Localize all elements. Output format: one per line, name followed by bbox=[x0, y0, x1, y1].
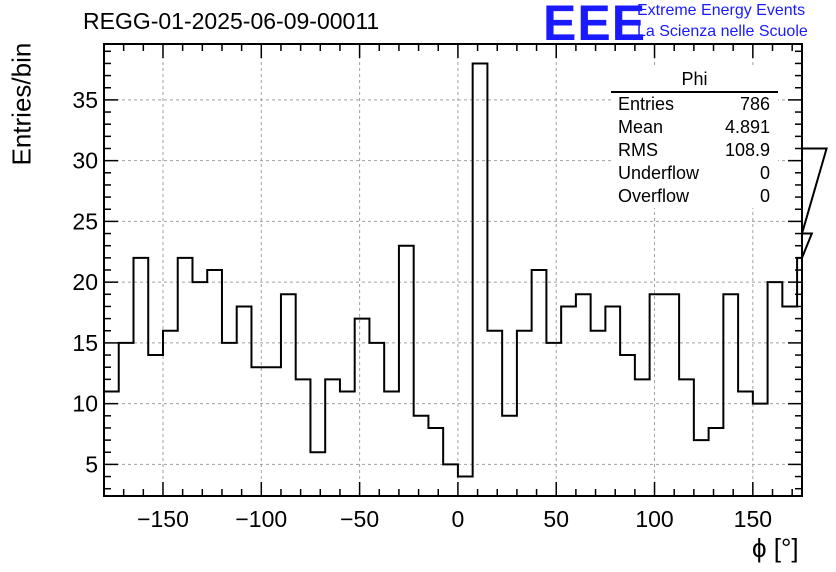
x-tick-label: −150 bbox=[137, 506, 189, 532]
x-tick-label: 50 bbox=[543, 506, 569, 532]
logo-tagline-2: La Scienza nelle Scuole bbox=[637, 23, 808, 40]
histogram-bin bbox=[428, 428, 443, 496]
stats-value: 786 bbox=[739, 94, 770, 114]
histogram-bin bbox=[355, 319, 370, 496]
histogram-bin bbox=[133, 258, 148, 496]
histogram-bin bbox=[325, 379, 340, 496]
stats-label: RMS bbox=[618, 140, 658, 160]
histogram-bin bbox=[104, 392, 119, 496]
histogram-bin bbox=[178, 258, 193, 496]
histogram-bin bbox=[605, 306, 620, 496]
histogram-bin bbox=[709, 428, 724, 496]
histogram-bin bbox=[310, 452, 325, 496]
y-tick-label: 15 bbox=[72, 330, 98, 356]
histogram-bin bbox=[119, 343, 134, 496]
histogram-bin bbox=[340, 392, 355, 496]
histogram-bin bbox=[753, 404, 768, 496]
stats-row-entries: Entries 786 bbox=[611, 93, 778, 116]
histogram-bin bbox=[399, 246, 414, 496]
histogram-bin bbox=[768, 282, 783, 496]
stats-row-overflow: Overflow 0 bbox=[611, 185, 778, 208]
y-tick-label: 35 bbox=[72, 87, 98, 113]
stats-label: Underflow bbox=[618, 163, 700, 183]
histogram-outline bbox=[104, 62, 828, 478]
x-tick-label: 0 bbox=[452, 506, 465, 532]
stats-label: Overflow bbox=[618, 186, 690, 206]
stats-title: Phi bbox=[611, 68, 778, 93]
histogram-bin bbox=[664, 294, 679, 496]
histogram-bin bbox=[487, 331, 502, 496]
histogram-bin bbox=[620, 355, 635, 496]
eee-logo: EEE bbox=[543, 0, 647, 51]
stats-value: 108.9 bbox=[724, 140, 770, 160]
histogram-bin bbox=[148, 355, 163, 496]
histogram-bin bbox=[369, 343, 384, 496]
stats-box: Phi Entries 786 Mean 4.891 RMS 108.9 Und… bbox=[611, 68, 778, 208]
histogram-bin bbox=[679, 379, 694, 496]
logo-tagline-1: Extreme Energy Events bbox=[637, 2, 806, 19]
histogram-bin bbox=[281, 294, 296, 496]
histogram-bin bbox=[222, 343, 237, 496]
histogram-bin bbox=[207, 270, 222, 496]
histogram-bin bbox=[561, 306, 576, 496]
x-tick-label: −100 bbox=[235, 506, 287, 532]
stats-label: Mean bbox=[618, 117, 664, 137]
histogram-bin bbox=[237, 306, 252, 496]
y-tick-label: 20 bbox=[72, 269, 98, 295]
stats-value: 0 bbox=[759, 186, 770, 206]
stats-value: 0 bbox=[759, 163, 770, 183]
histogram-bin bbox=[414, 416, 429, 496]
x-tick-label: −50 bbox=[340, 506, 379, 532]
histogram-bin bbox=[502, 416, 517, 496]
histogram-bin bbox=[532, 270, 547, 496]
histogram-bin bbox=[296, 379, 311, 496]
x-tick-label: 100 bbox=[635, 506, 673, 532]
histogram-bin bbox=[635, 379, 650, 496]
stats-row-rms: RMS 108.9 bbox=[611, 139, 778, 162]
x-tick-label: 150 bbox=[734, 506, 772, 532]
histogram-bin bbox=[473, 63, 488, 496]
x-axis-label: ϕ [°] bbox=[752, 533, 799, 563]
chart-title: REGG-01-2025-06-09-00011 bbox=[83, 8, 380, 34]
histogram-bin bbox=[266, 367, 281, 496]
histogram-bin bbox=[251, 367, 266, 496]
y-axis-label: Entries/bin bbox=[6, 42, 37, 166]
histogram-bin bbox=[782, 306, 797, 496]
y-tick-label: 5 bbox=[85, 451, 98, 477]
histogram-bin bbox=[591, 331, 606, 496]
histogram-bin bbox=[192, 282, 207, 496]
y-tick-label: 30 bbox=[72, 148, 98, 174]
histogram-bin bbox=[576, 294, 591, 496]
histogram-bin bbox=[546, 343, 561, 496]
stats-value: 4.891 bbox=[724, 117, 770, 137]
histogram-bin bbox=[163, 331, 178, 496]
y-tick-label: 25 bbox=[72, 208, 98, 234]
y-tick-label: 10 bbox=[72, 391, 98, 417]
histogram-bin bbox=[517, 331, 532, 496]
histogram-bin bbox=[458, 477, 473, 496]
stats-row-mean: Mean 4.891 bbox=[611, 116, 778, 139]
histogram-bin bbox=[694, 440, 709, 496]
histogram-bin bbox=[443, 464, 458, 496]
histogram-bin bbox=[723, 294, 738, 496]
stats-label: Entries bbox=[618, 94, 675, 114]
histogram-bin bbox=[384, 392, 399, 496]
stats-row-underflow: Underflow 0 bbox=[611, 162, 778, 185]
histogram-bin bbox=[738, 392, 753, 496]
histogram-bin bbox=[650, 294, 665, 496]
